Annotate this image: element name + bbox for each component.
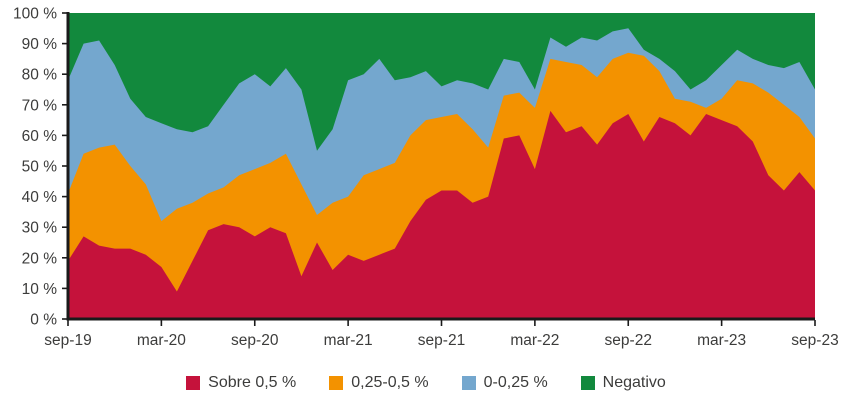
x-tick-label: sep-21 xyxy=(418,332,465,349)
y-tick-label: 100 % xyxy=(13,6,57,23)
y-tick-label: 30 % xyxy=(22,220,58,237)
y-tick-label: 80 % xyxy=(22,67,58,84)
y-tick-label: 40 % xyxy=(22,189,58,206)
y-tick-label: 10 % xyxy=(22,281,58,298)
legend-item-0-025: 0-0,25 % xyxy=(461,374,548,391)
legend-swatch-025-05 xyxy=(329,376,344,390)
y-tick-label: 0 % xyxy=(30,312,57,329)
legend-item-sobre-05: Sobre 0,5 % xyxy=(186,375,296,391)
y-tick-label: 50 % xyxy=(22,159,58,176)
x-tick-label: sep-20 xyxy=(231,332,279,349)
y-tick-label: 20 % xyxy=(22,250,58,267)
area-sobre-0-5 xyxy=(68,110,815,320)
y-tick-label: 70 % xyxy=(22,97,58,114)
legend-item-negativo: Negativo xyxy=(580,374,666,391)
y-tick-label: 60 % xyxy=(22,128,58,145)
legend-label-sobre-05: Sobre 0,5 % xyxy=(208,374,297,391)
x-tick-label: sep-23 xyxy=(791,332,838,349)
legend-swatch-negativo xyxy=(580,376,595,390)
x-tick-label: mar-20 xyxy=(137,332,186,349)
legend-label-negativo: Negativo xyxy=(602,374,666,391)
x-tick-label: sep-19 xyxy=(44,332,91,349)
x-tick-label: sep-22 xyxy=(605,332,652,349)
chart-legend: Sobre 0,5 % 0,25-0,5 % 0-0,25 % Negativo xyxy=(0,375,852,391)
x-tick-label: mar-23 xyxy=(697,332,746,349)
y-tick-label: 90 % xyxy=(22,36,58,53)
legend-label-025-05: 0,25-0,5 % xyxy=(351,374,429,391)
x-tick-label: mar-21 xyxy=(324,332,373,349)
x-tick-label: mar-22 xyxy=(510,332,559,349)
legend-item-025-05: 0,25-0,5 % xyxy=(329,374,429,391)
legend-label-0-025: 0-0,25 % xyxy=(483,374,548,391)
legend-swatch-sobre-05 xyxy=(186,376,201,390)
legend-swatch-0-025 xyxy=(461,376,476,390)
stacked-area-chart: 0 % 10 % 20 % 30 % 40 % 50 % 60 % 70 % 80 % 90 % 1… xyxy=(13,6,839,350)
